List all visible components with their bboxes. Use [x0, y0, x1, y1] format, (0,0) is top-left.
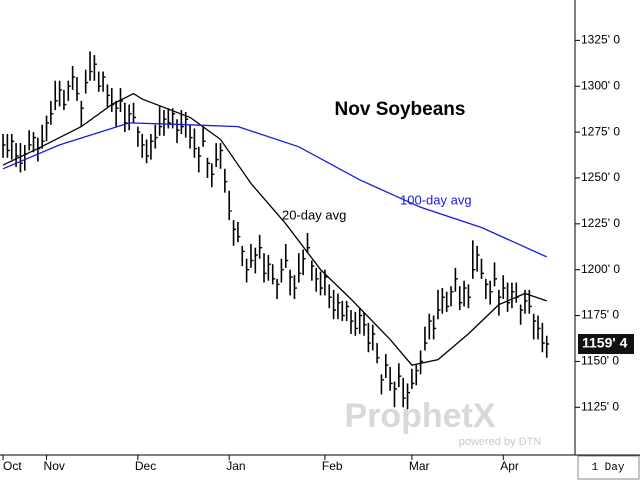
ma-label: 100-day avg [400, 192, 472, 207]
ma-label: 20-day avg [282, 207, 346, 222]
y-tick-label: 1150' 0 [581, 354, 619, 368]
moving-average-line [2, 122, 547, 258]
y-tick-label: 1325' 0 [581, 33, 620, 47]
y-tick-label: 1300' 0 [581, 78, 620, 92]
chart-title: Nov Soybeans [335, 99, 466, 120]
x-tick-label: Nov [44, 459, 65, 473]
x-tick-label: Dec [135, 459, 156, 473]
y-tick-label: 1250' 0 [581, 170, 620, 184]
x-tick-label: Apr [500, 459, 519, 473]
y-tick-label: 1175' 0 [581, 308, 619, 322]
last-price-box [578, 334, 634, 355]
x-tick-label: Jan [226, 459, 245, 473]
x-tick-label: Mar [409, 459, 430, 473]
y-tick-label: 1125' 0 [581, 399, 619, 413]
y-tick-label: 1275' 0 [581, 124, 620, 138]
interval-label[interactable]: 1 Day [591, 462, 624, 474]
x-tick-label: Feb [322, 459, 343, 473]
y-tick-label: 1225' 0 [581, 216, 620, 230]
interval-box[interactable] [577, 455, 640, 480]
moving-average-line [2, 92, 547, 366]
y-tick-label: 1200' 0 [581, 262, 620, 276]
watermark: ProphetX [344, 397, 495, 435]
last-price-label: 1159' 4 [582, 335, 628, 351]
watermark-sub: powered by DTN [459, 436, 542, 448]
x-tick-label: Oct [3, 459, 22, 473]
